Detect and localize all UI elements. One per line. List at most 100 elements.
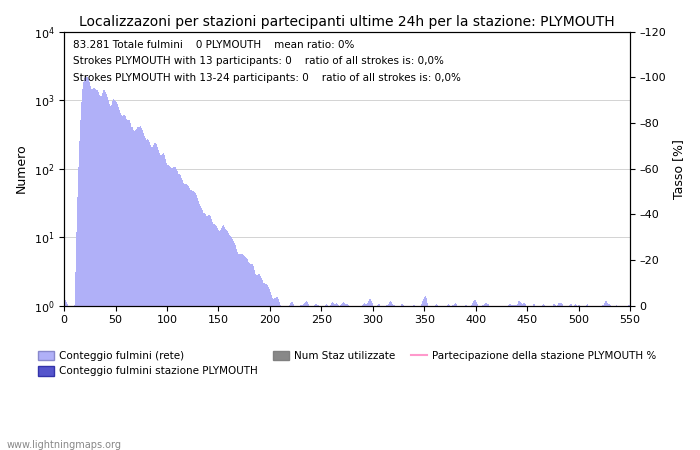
Bar xyxy=(338,305,339,450)
Bar xyxy=(482,305,484,450)
Bar xyxy=(439,306,440,450)
Bar xyxy=(199,203,200,450)
Bar xyxy=(432,306,433,450)
Bar xyxy=(198,201,200,450)
Bar xyxy=(313,306,314,450)
Bar xyxy=(173,167,174,450)
Bar xyxy=(303,304,304,450)
Bar xyxy=(302,305,303,450)
Bar xyxy=(564,306,565,450)
Bar xyxy=(514,305,515,450)
Bar xyxy=(566,306,567,450)
Bar xyxy=(309,306,311,450)
Bar xyxy=(366,304,367,450)
Bar xyxy=(146,140,147,450)
Bar xyxy=(215,225,216,450)
Bar xyxy=(394,305,395,450)
Bar xyxy=(329,306,330,450)
Bar xyxy=(174,166,175,450)
Bar xyxy=(334,304,335,450)
Bar xyxy=(79,141,80,450)
Bar xyxy=(252,265,253,450)
Bar xyxy=(314,304,316,450)
Bar xyxy=(582,306,583,450)
Bar xyxy=(473,301,474,450)
Bar xyxy=(360,306,361,450)
Bar xyxy=(188,186,189,450)
Bar xyxy=(160,155,161,450)
Bar xyxy=(379,304,381,450)
Bar xyxy=(241,254,243,450)
Bar xyxy=(567,306,568,450)
Bar xyxy=(574,305,575,450)
Bar xyxy=(467,306,468,450)
Text: Strokes PLYMOUTH with 13-24 participants: 0    ratio of all strokes is: 0,0%: Strokes PLYMOUTH with 13-24 participants… xyxy=(73,73,461,83)
Bar xyxy=(186,184,187,450)
Bar xyxy=(445,306,447,450)
Bar xyxy=(138,127,139,450)
Text: www.lightningmaps.org: www.lightningmaps.org xyxy=(7,440,122,450)
Y-axis label: Tasso [%]: Tasso [%] xyxy=(672,139,685,198)
Bar xyxy=(165,159,167,450)
Bar xyxy=(228,233,229,450)
Bar xyxy=(211,222,213,450)
Legend: Conteggio fulmini (rete), Conteggio fulmini stazione PLYMOUTH, Num Staz utilizza: Conteggio fulmini (rete), Conteggio fulm… xyxy=(34,346,660,381)
Bar xyxy=(614,306,615,450)
Bar xyxy=(253,266,254,450)
Bar xyxy=(414,305,415,450)
Bar xyxy=(106,94,107,450)
Bar xyxy=(291,302,292,450)
Bar xyxy=(95,89,97,450)
Bar xyxy=(294,306,295,450)
Bar xyxy=(234,243,235,450)
Bar xyxy=(623,306,624,450)
Bar xyxy=(602,306,603,450)
Text: Strokes PLYMOUTH with 13 participants: 0    ratio of all strokes is: 0,0%: Strokes PLYMOUTH with 13 participants: 0… xyxy=(73,56,443,66)
Bar xyxy=(156,144,158,450)
Bar xyxy=(616,306,617,450)
Bar xyxy=(218,230,219,450)
Bar xyxy=(541,306,542,450)
Bar xyxy=(182,180,183,450)
Bar xyxy=(536,306,537,450)
Bar xyxy=(629,306,631,450)
Bar xyxy=(208,215,209,450)
Bar xyxy=(148,140,149,450)
Bar xyxy=(573,306,574,450)
Bar xyxy=(115,101,116,450)
Bar xyxy=(128,120,130,450)
Bar xyxy=(606,301,607,450)
Bar xyxy=(539,306,540,450)
Bar xyxy=(499,306,500,450)
Bar xyxy=(596,306,598,450)
Bar xyxy=(194,192,195,450)
Bar xyxy=(153,145,154,450)
Bar xyxy=(580,306,581,450)
Bar xyxy=(399,306,400,450)
Bar xyxy=(565,306,566,450)
Bar xyxy=(475,301,476,450)
Bar xyxy=(584,306,585,450)
Bar xyxy=(321,306,322,450)
Bar xyxy=(102,94,103,450)
Bar xyxy=(161,155,162,450)
Bar xyxy=(327,305,328,450)
Bar xyxy=(288,306,289,450)
Bar xyxy=(377,305,379,450)
Bar xyxy=(172,168,173,450)
Bar xyxy=(239,254,241,450)
Bar xyxy=(116,103,117,450)
Bar xyxy=(216,226,217,450)
Bar xyxy=(424,297,425,450)
Bar xyxy=(427,302,428,450)
Bar xyxy=(372,303,373,450)
Bar xyxy=(434,306,435,450)
Bar xyxy=(627,306,629,450)
Bar xyxy=(470,306,471,450)
Bar xyxy=(74,305,75,450)
Bar xyxy=(576,305,577,450)
Bar xyxy=(144,135,145,450)
Bar xyxy=(405,306,406,450)
Bar xyxy=(588,306,589,450)
Bar xyxy=(292,302,293,450)
